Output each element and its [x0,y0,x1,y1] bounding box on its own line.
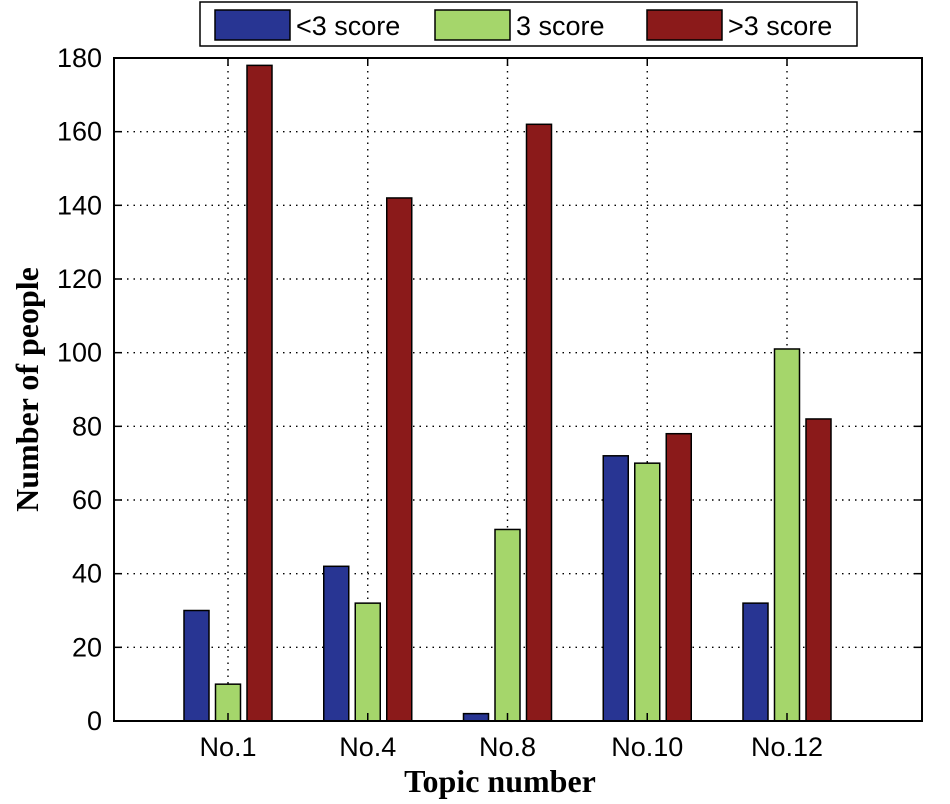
legend: <3 score 3 score >3 score [199,1,858,47]
bar [183,609,210,722]
bar [805,418,832,722]
bar [246,64,273,722]
legend-swatch [214,9,291,41]
bar [665,432,692,722]
legend-box [199,1,858,47]
y-tick-label: 100 [57,338,102,368]
bar [634,462,661,722]
bar [742,602,769,722]
y-tick-label: 160 [57,117,102,147]
x-tick-label: No.4 [339,732,396,762]
legend-swatch [434,9,511,41]
bar [602,455,629,722]
bar [323,565,350,722]
legend-label: >3 score [728,11,832,41]
y-tick-label: 120 [57,264,102,294]
y-tick-labels: 0 20 40 60 80 100 120 140 160 180 [57,43,102,736]
y-tick-label: 40 [72,559,102,589]
x-tick-labels: No.1 No.4 No.8 No.10 No.12 [199,732,823,762]
bar [462,712,490,722]
y-axis-title: Number of people [9,267,45,512]
x-axis-title: Topic number [404,763,596,799]
x-tick-label: No.10 [611,732,683,762]
y-tick-label: 0 [87,706,102,736]
plot-area-frame [113,57,923,722]
bar [354,602,381,722]
legend-label: <3 score [296,11,400,41]
legend-swatch [646,9,723,41]
axis-ticks [114,57,922,722]
legend-label: 3 score [516,11,605,41]
bar [386,197,413,722]
x-tick-label: No.1 [199,732,256,762]
bars [183,64,832,722]
y-tick-label: 60 [72,485,102,515]
y-tick-label: 20 [72,632,102,662]
x-tick-label: No.12 [751,732,823,762]
y-tick-label: 80 [72,411,102,441]
bar [773,348,801,722]
y-tick-label: 140 [57,190,102,220]
bar [525,123,553,722]
x-tick-label: No.8 [479,732,536,762]
y-tick-label: 180 [57,43,102,73]
bar [494,528,521,722]
